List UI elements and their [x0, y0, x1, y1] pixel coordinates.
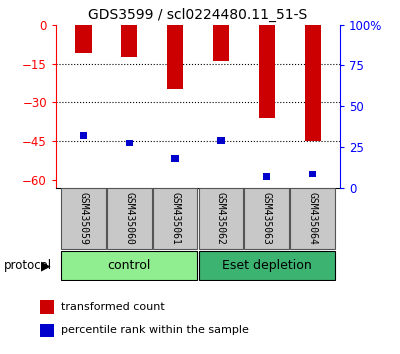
Text: ▶: ▶ [41, 259, 51, 272]
Text: GSM435061: GSM435061 [170, 192, 180, 245]
FancyBboxPatch shape [61, 188, 106, 249]
Text: control: control [108, 259, 151, 272]
Bar [172, 155, 179, 162]
Text: GSM435060: GSM435060 [124, 192, 134, 245]
Bar [40, 324, 54, 337]
Bar [259, 25, 275, 118]
Bar [121, 25, 137, 57]
FancyBboxPatch shape [107, 188, 152, 249]
Bar [126, 140, 133, 146]
Text: transformed count: transformed count [61, 302, 164, 312]
FancyBboxPatch shape [199, 251, 335, 280]
Title: GDS3599 / scl0224480.11_51-S: GDS3599 / scl0224480.11_51-S [88, 8, 308, 22]
Bar [80, 132, 87, 138]
Bar [309, 171, 316, 177]
Text: GSM435063: GSM435063 [262, 192, 272, 245]
Bar [263, 173, 270, 180]
Bar [167, 25, 183, 90]
FancyBboxPatch shape [61, 251, 197, 280]
Bar [217, 137, 224, 144]
Text: percentile rank within the sample: percentile rank within the sample [61, 325, 248, 336]
Bar [40, 300, 54, 314]
Text: GSM435064: GSM435064 [308, 192, 318, 245]
Bar [213, 25, 229, 61]
Bar [76, 25, 92, 53]
FancyBboxPatch shape [290, 188, 335, 249]
Text: Eset depletion: Eset depletion [222, 259, 312, 272]
FancyBboxPatch shape [244, 188, 289, 249]
Text: GSM435062: GSM435062 [216, 192, 226, 245]
Text: GSM435059: GSM435059 [78, 192, 88, 245]
Bar [304, 25, 320, 141]
Text: protocol: protocol [4, 259, 52, 272]
FancyBboxPatch shape [199, 188, 243, 249]
FancyBboxPatch shape [153, 188, 197, 249]
